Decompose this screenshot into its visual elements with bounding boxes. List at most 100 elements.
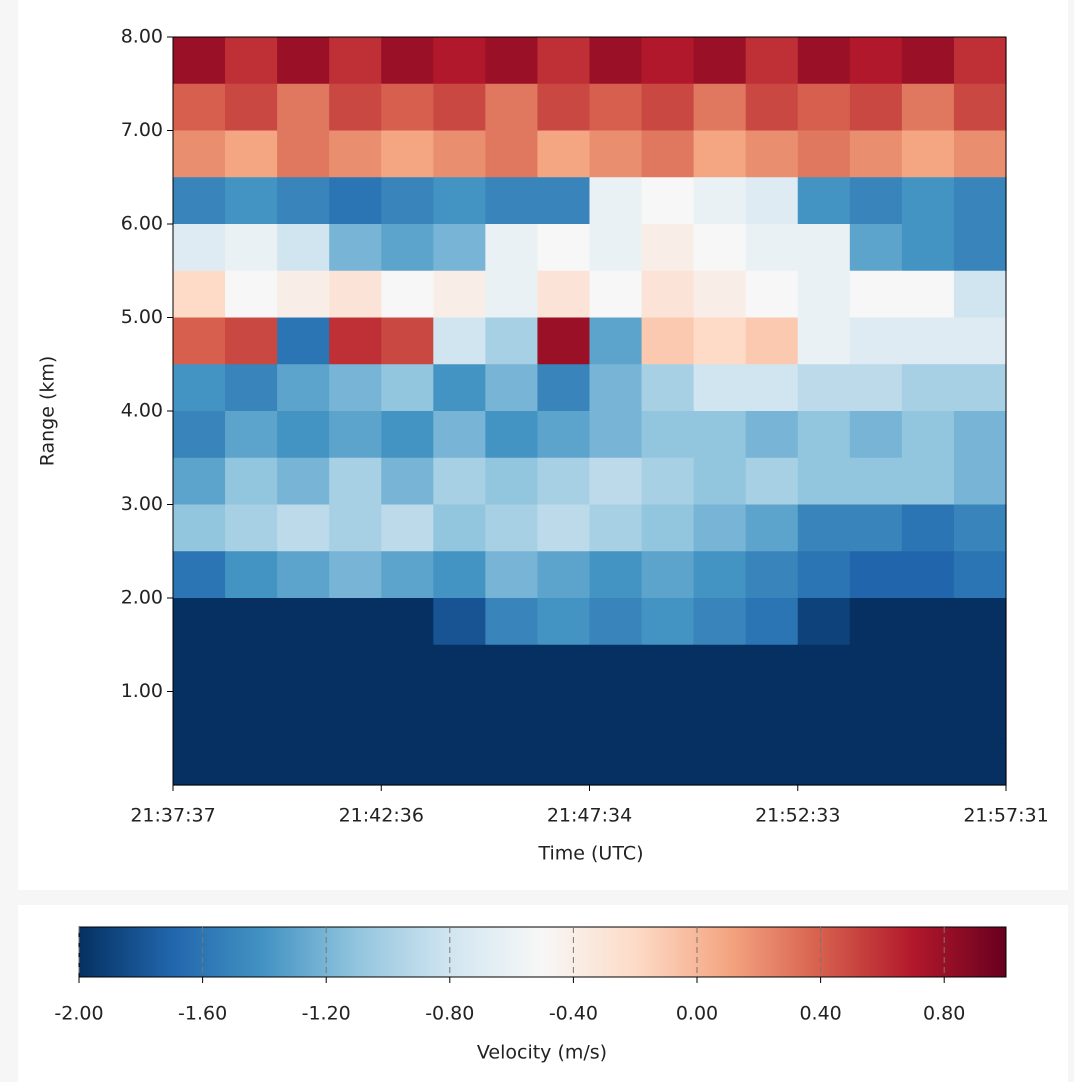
heatmap-cell [901,411,955,459]
heatmap-cell [537,270,591,319]
heatmap-cell [485,504,539,552]
heatmap-cell [693,177,747,225]
heatmap-cell [641,130,695,178]
heatmap-cell [901,317,955,365]
heatmap-cell [433,598,486,646]
y-tick-label: 4.00 [121,400,163,422]
heatmap-cell [953,224,1007,272]
heatmap-cell [225,83,278,132]
heatmap-cell [901,504,955,552]
heatmap-cell [797,738,851,786]
heatmap-cell [173,644,226,693]
heatmap-cell [433,317,486,365]
heatmap-cell [537,551,591,599]
heatmap-cell [173,738,226,786]
heatmap-cell [485,83,539,132]
heatmap-cell [173,317,226,365]
heatmap-cell [173,270,226,319]
heatmap-cell [537,317,591,365]
heatmap-cell [589,691,643,739]
heatmap-cell [849,270,903,319]
heatmap-cell [277,37,330,85]
heatmap-cell [745,270,799,319]
x-tick-label: 21:42:36 [339,805,424,827]
heatmap-cell [797,83,851,132]
heatmap-cell [953,130,1007,178]
heatmap-cell [849,130,903,178]
heatmap-cell [381,83,434,132]
heatmap-cell [381,691,434,739]
heatmap-cell [953,411,1007,459]
heatmap-cell [381,364,434,412]
heatmap-cell [849,83,903,132]
heatmap-cell [537,37,591,85]
heatmap-cell [329,177,382,225]
heatmap-cell [537,224,591,272]
heatmap-cell [849,738,903,786]
y-tick-label: 2.00 [121,587,163,609]
heatmap-cell [953,83,1007,132]
heatmap-cell [225,177,278,225]
heatmap-cell [953,504,1007,552]
heatmap-cell [173,504,226,552]
heatmap-cell [485,411,539,459]
heatmap-cell [953,177,1007,225]
colorbar-tick-label: 0.40 [799,1003,841,1025]
heatmap-cell [381,270,434,319]
heatmap-cell [277,177,330,225]
heatmap-cell [329,598,382,646]
heatmap-cell [641,644,695,693]
heatmap-cell [797,364,851,412]
heatmap-cell [277,364,330,412]
heatmap-cell [901,457,955,506]
heatmap-cell [537,598,591,646]
heatmap-cell [953,551,1007,599]
heatmap-cell [537,411,591,459]
heatmap-cell [485,598,539,646]
heatmap-cell [381,738,434,786]
heatmap-cell [329,270,382,319]
heatmap-cell [745,598,799,646]
y-tick-label: 6.00 [121,213,163,235]
heatmap-cell [953,37,1007,85]
heatmap-cell [485,270,539,319]
heatmap-cell [745,551,799,599]
y-tick-label: 7.00 [121,119,163,141]
heatmap-cell [745,504,799,552]
heatmap-cell [693,598,747,646]
heatmap-cell [589,83,643,132]
heatmap-cell [329,644,382,693]
heatmap-cell [901,691,955,739]
heatmap-cell [537,457,591,506]
heatmap-cell [901,177,955,225]
heatmap-cell [537,130,591,178]
heatmap-cell [485,691,539,739]
heatmap-cell [381,551,434,599]
heatmap-cell [901,37,955,85]
heatmap-cell [277,270,330,319]
heatmap-cell [641,738,695,786]
heatmap-cell [485,644,539,693]
heatmap-cell [485,224,539,272]
heatmap-cell [693,224,747,272]
heatmap-cell [329,457,382,506]
heatmap-cell [693,317,747,365]
heatmap-cell [173,130,226,178]
heatmap-cell [537,364,591,412]
heatmap-cell [173,551,226,599]
heatmap-cell [329,691,382,739]
heatmap-cell [225,551,278,599]
heatmap-cell [225,270,278,319]
colorbar-tick-label: -1.20 [302,1003,351,1025]
heatmap-cell [589,270,643,319]
heatmap-cell [745,130,799,178]
heatmap-cell [693,270,747,319]
heatmap-cell [589,317,643,365]
heatmap-cell [901,738,955,786]
heatmap-cell [797,130,851,178]
heatmap-cell [537,504,591,552]
colorbar-tick-label: -2.00 [54,1003,103,1025]
x-axis-label: Time (UTC) [537,843,643,865]
heatmap-cell [745,691,799,739]
